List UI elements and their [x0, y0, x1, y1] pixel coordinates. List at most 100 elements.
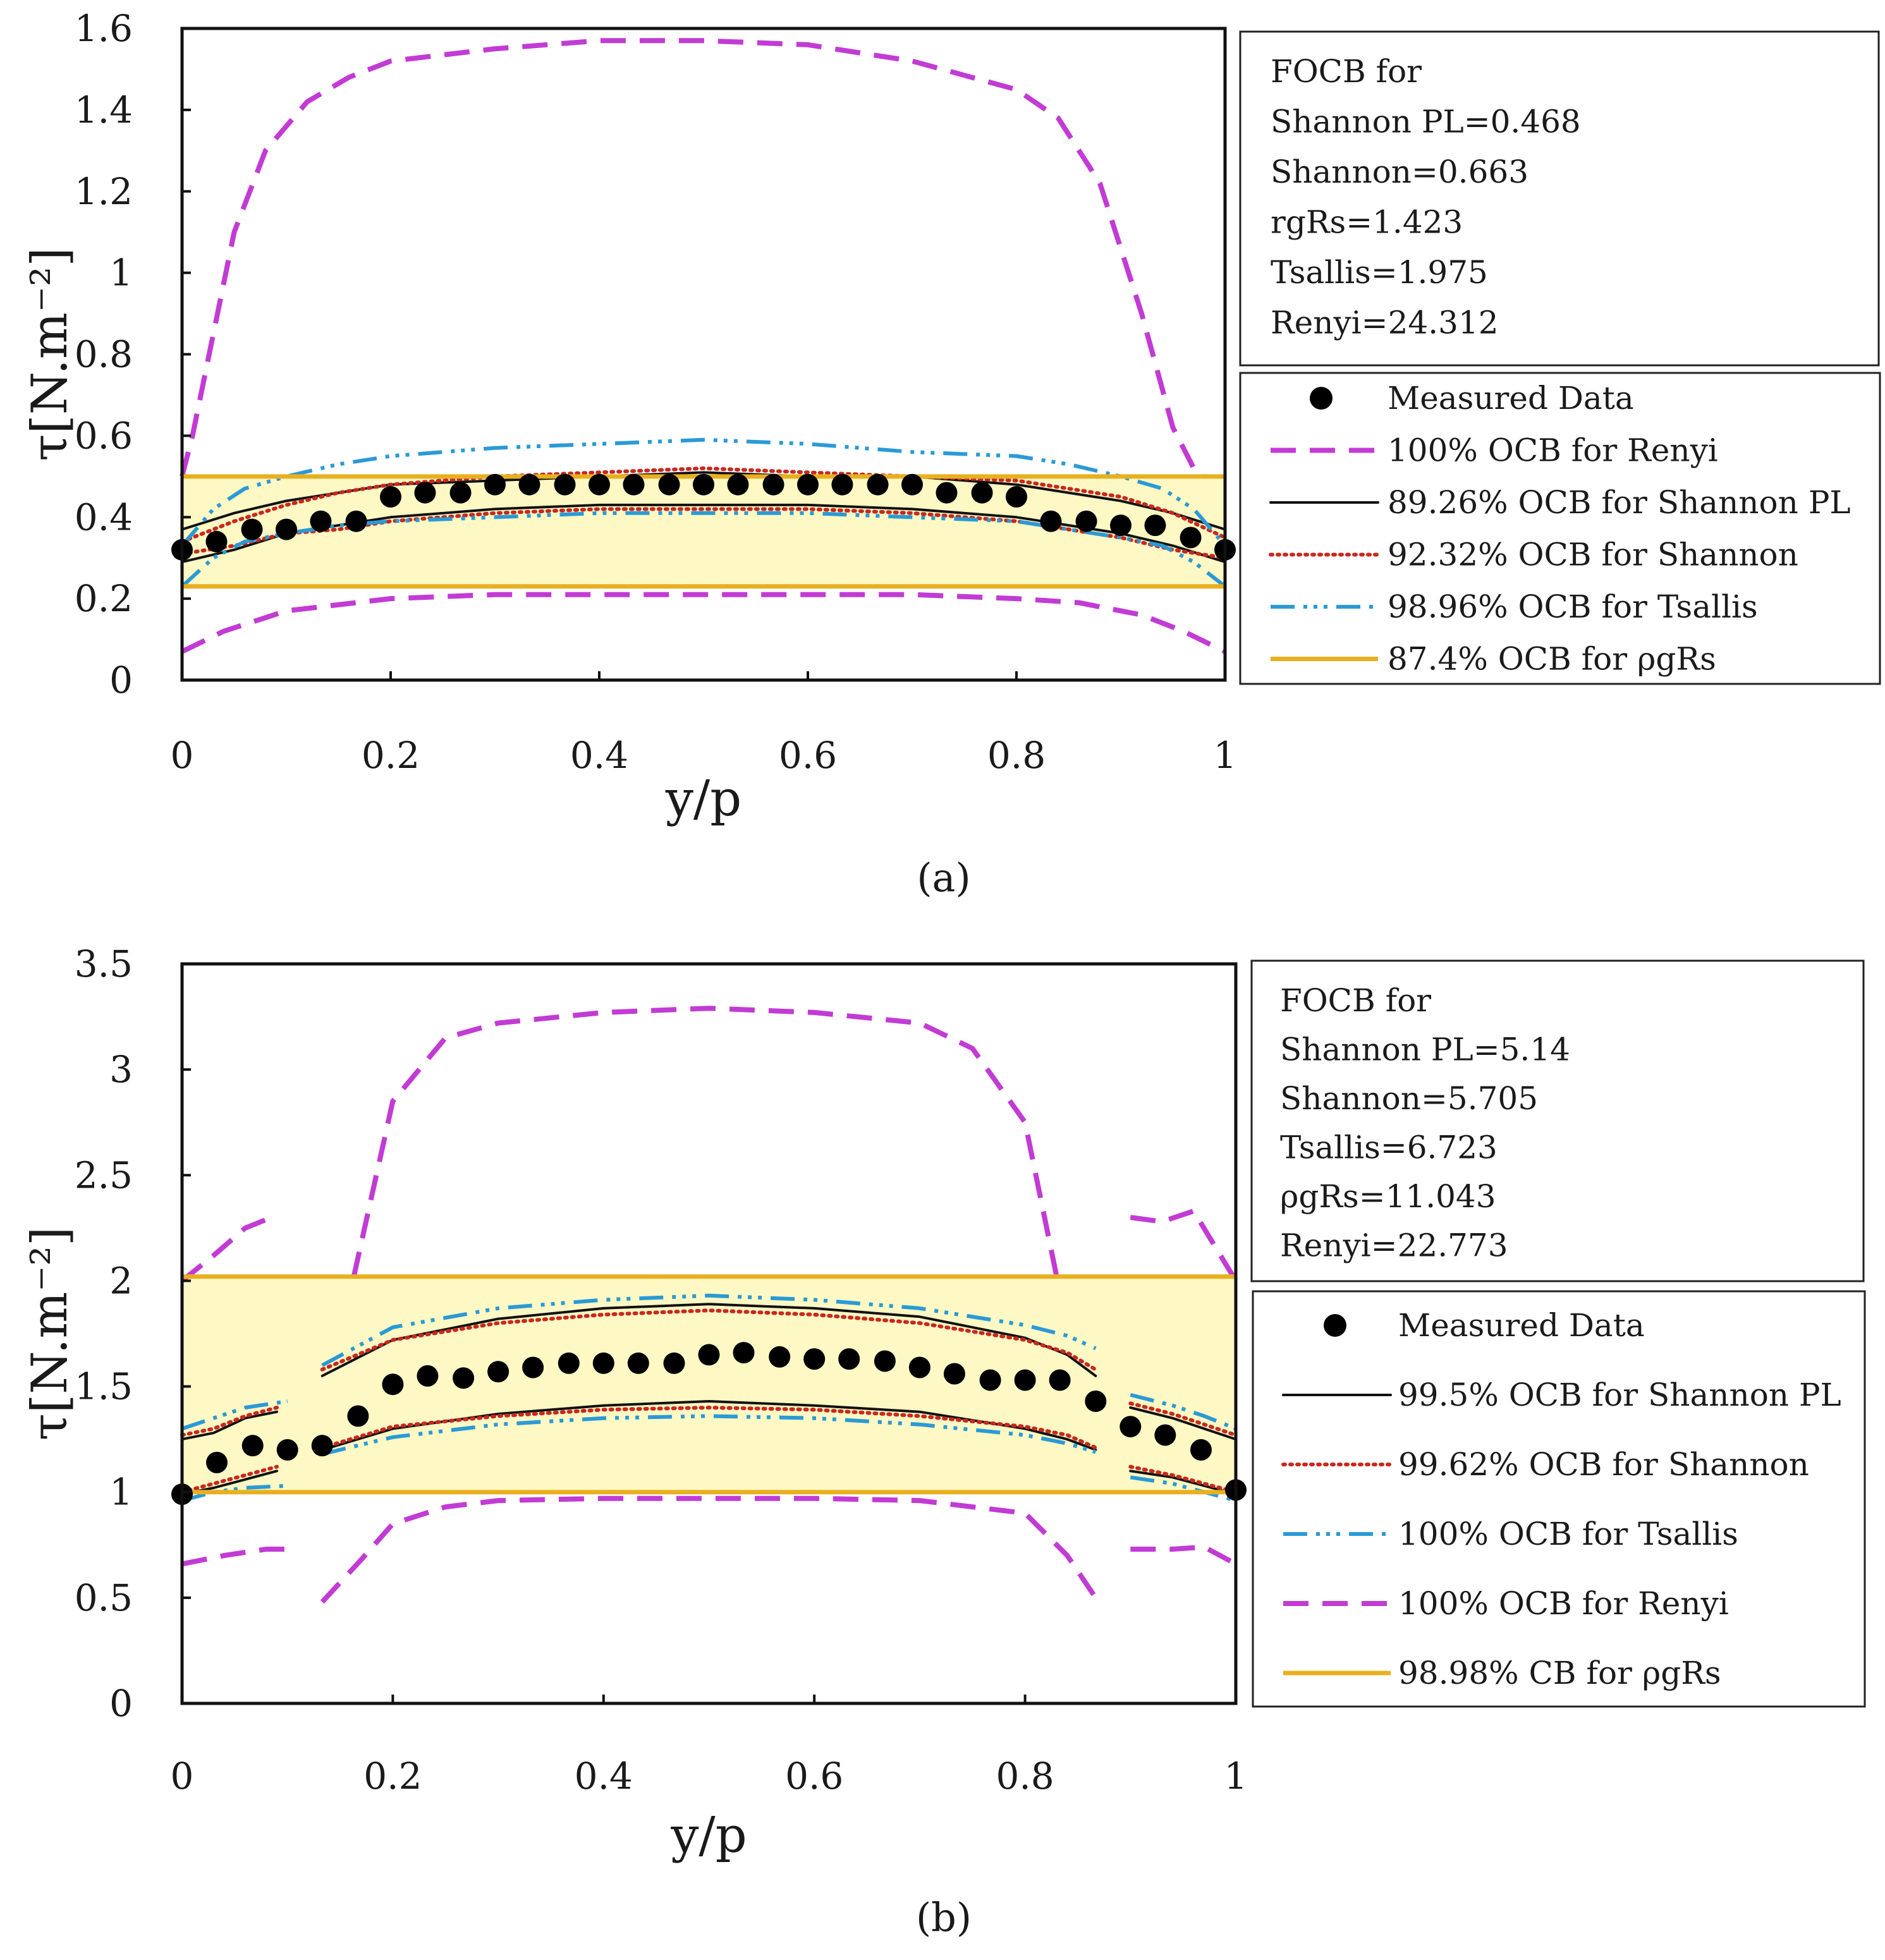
panel-a-focb-line: FOCB for — [1271, 53, 1422, 90]
panel-b-measured-point — [1049, 1369, 1071, 1391]
panel-b-renyi-bound-0 — [180, 1215, 273, 1283]
panel-b-measured-point — [698, 1344, 720, 1366]
panel-a-y-tick-label: 0.4 — [75, 496, 133, 539]
panel-b-measured-point — [627, 1352, 649, 1374]
panel-b-y-tick-label: 1.5 — [75, 1365, 133, 1408]
panel-a-measured-point — [658, 473, 680, 496]
panel-b-measured-point — [1154, 1424, 1176, 1446]
panel-a-legend-shannon-label: 92.32% OCB for Shannon — [1388, 537, 1798, 573]
panel-a-y-tick-label: 1.4 — [75, 88, 133, 131]
panel-b-measured-point — [206, 1451, 228, 1473]
panel-b-tsallis-bound-23 — [1130, 1475, 1236, 1502]
panel-b-renyi-bound-3 — [181, 1547, 288, 1567]
panel-b-x-axis-label: y/p — [670, 1807, 747, 1864]
panel-b-shannon-bound-12 — [180, 1406, 279, 1437]
panel-b-shannon-bound-16 — [320, 1406, 1098, 1450]
panel-b-tsallis-bound-22 — [322, 1414, 1097, 1456]
panel-a-measured-point — [936, 482, 958, 504]
panel-b-focb-line: ρgRs=11.043 — [1280, 1178, 1496, 1215]
panel-a-measured-point — [762, 473, 784, 496]
panel-b-measured-point — [1014, 1369, 1036, 1391]
panel-b-x-tick-label: 0.2 — [363, 1755, 422, 1798]
panel-a-focb-box — [1239, 30, 1880, 367]
panel-b-shannon-bound-15 — [180, 1464, 279, 1494]
panel-b-focb-line: Renyi=22.773 — [1280, 1227, 1508, 1264]
panel-b-measured-point — [1190, 1439, 1212, 1461]
panel-b-measured-point — [487, 1361, 509, 1383]
panel-a-measured-point — [1075, 510, 1097, 532]
panel-b-x-tick-label: 0 — [171, 1755, 194, 1798]
panel-b-focb-box — [1250, 959, 1865, 1282]
panel-b-x-tick-label: 0.6 — [785, 1755, 843, 1798]
panel-b-legend-tsallis-label: 100% OCB for Tsallis — [1398, 1516, 1738, 1552]
panel-b-focb-line: Shannon PL=5.14 — [1280, 1032, 1570, 1068]
panel-b-focb-line: FOCB for — [1280, 982, 1431, 1019]
panel-a-measured-point — [241, 518, 263, 540]
panel-b-x-tick-label: 0.4 — [575, 1755, 633, 1798]
panel-b-shannon-bound-14 — [1128, 1401, 1238, 1437]
panel-b-measured-point — [733, 1342, 755, 1364]
panel-a-x-axis-label: y/p — [665, 770, 741, 827]
panel-b-measured-point — [276, 1439, 298, 1461]
panel-a-legend-box — [1239, 372, 1881, 685]
panel-a-legend-shannon-pl-label: 89.26% OCB for Shannon PL — [1388, 484, 1851, 521]
panel-b-y-tick-label: 3.5 — [75, 942, 133, 985]
panel-a-focb-line: rgRs=1.423 — [1271, 204, 1463, 241]
panel-a-chart: 0 0.2 0.4 0.6 0.8 1 0 0.2 0.4 0.6 0.8 1 1.2 1.4 1.6 y/p… — [21, 7, 1881, 901]
panel-a-shannon-bound-4 — [180, 466, 1227, 544]
panel-b-tsallis-bound-20 — [1130, 1392, 1237, 1431]
panel-a-y-tick-label: 1 — [109, 252, 133, 295]
panel-b-y-tick-label: 2 — [109, 1259, 133, 1302]
panel-a-y-tick-label: 0 — [109, 659, 133, 702]
panel-b-measured-point — [347, 1405, 369, 1427]
panel-b-rgrs-band — [182, 1276, 1236, 1492]
panel-a-legend-measured-label: Measured Data — [1388, 380, 1634, 417]
panel-a-y-axis-label: τ[N.m⁻²] — [21, 247, 78, 461]
panel-a-legend-measured-marker — [1310, 387, 1333, 410]
panel-a-focb-line: Shannon PL=0.468 — [1271, 104, 1581, 140]
panel-b-measured-point — [663, 1352, 685, 1374]
panel-b-measured-point — [908, 1356, 930, 1379]
panel-b-measured-point — [803, 1348, 826, 1370]
panel-b-tsallis-bound-19 — [321, 1293, 1097, 1367]
panel-a-y-tick-label: 1.6 — [75, 7, 133, 50]
panel-a-measured-point — [310, 510, 332, 532]
panel-b-legend-box — [1252, 1290, 1866, 1708]
panel-b-x-tick-label: 1 — [1224, 1755, 1248, 1798]
panel-b-legend-shannon-pl-label: 99.5% OCB for Shannon PL — [1398, 1377, 1841, 1413]
panel-a-focb-line: Renyi=24.312 — [1271, 305, 1499, 341]
panel-b-y-tick-label: 3 — [109, 1048, 133, 1091]
panel-a-measured-point — [971, 482, 993, 504]
panel-a-measured-point — [1144, 514, 1166, 537]
panel-b-renyi-bound-2 — [1130, 1208, 1238, 1282]
panel-b-x-tick-label: 0.8 — [996, 1755, 1054, 1798]
panel-a-measured-point — [205, 530, 228, 552]
panel-a-measured-point — [901, 473, 923, 496]
panel-b-renyi-bound-5 — [1130, 1544, 1237, 1566]
panel-b-measured-point — [592, 1352, 614, 1374]
panel-a-renyi-bound-0 — [180, 38, 1206, 478]
panel-a-measured-point — [797, 473, 819, 496]
panel-b-y-tick-label: 2.5 — [75, 1153, 133, 1196]
panel-b-shannon-bound-13 — [320, 1308, 1098, 1372]
panel-a-x-tick-label: 0 — [171, 734, 194, 777]
panel-a-legend-rgrs-label: 87.4% OCB for ρgRs — [1388, 641, 1716, 678]
panel-a-legend-renyi-label: 100% OCB for Renyi — [1388, 432, 1718, 469]
panel-a-y-tick-label: 1.2 — [75, 170, 133, 213]
panel-a-x-tick-label: 1 — [1214, 734, 1237, 777]
panel-a-y-tick-label: 0.6 — [75, 414, 133, 457]
panel-a-measured-point — [449, 482, 472, 504]
panel-a-focb-line: Shannon=0.663 — [1271, 154, 1528, 190]
panel-b-legend-measured-marker — [1324, 1314, 1346, 1337]
panel-a-focb-line: Tsallis=1.975 — [1271, 254, 1488, 291]
panel-b-shannon-pl-bound-6 — [181, 1410, 278, 1441]
panel-a-measured-point — [1180, 527, 1202, 549]
panel-b-renyi-bound-4 — [320, 1495, 1098, 1604]
panel-b-focb-line: Tsallis=6.723 — [1280, 1129, 1498, 1166]
panel-a-measured-point — [589, 473, 610, 496]
panel-b-measured-point — [453, 1367, 475, 1389]
panel-b-caption: (b) — [916, 1894, 972, 1940]
panel-b-focb-line: Shannon=5.705 — [1280, 1080, 1538, 1117]
panel-a-tsallis-bound-7 — [180, 511, 1226, 588]
panel-a-tsallis-bound-6 — [180, 437, 1227, 547]
